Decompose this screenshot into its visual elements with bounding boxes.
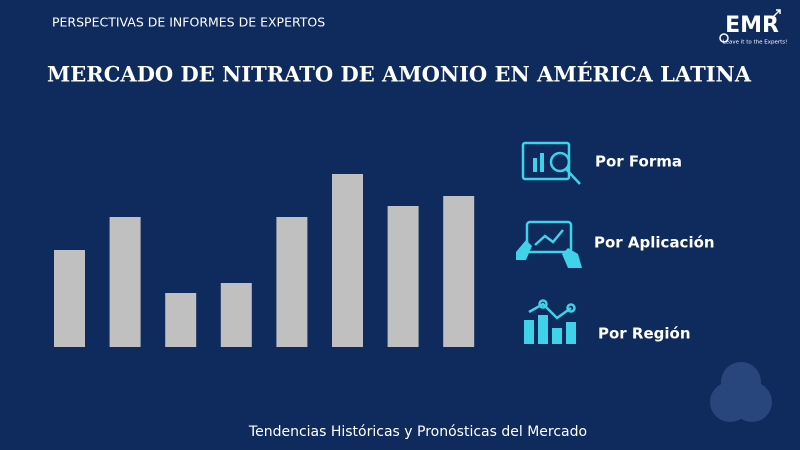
icon-region bbox=[524, 299, 576, 344]
bar bbox=[220, 283, 252, 347]
icon-aplicacion bbox=[516, 220, 582, 268]
kicker: PERSPECTIVAS DE INFORMES DE EXPERTOS bbox=[52, 15, 325, 30]
bar bbox=[276, 217, 308, 347]
segment-label: Por Región bbox=[598, 325, 691, 343]
bar bbox=[54, 250, 85, 347]
segment-label: Por Aplicación bbox=[594, 234, 715, 252]
icon-forma bbox=[521, 141, 581, 185]
bar bbox=[109, 217, 141, 347]
decoration bbox=[710, 362, 772, 422]
logo-tagline: Leave it to the Experts! bbox=[723, 40, 788, 46]
bar bbox=[332, 174, 363, 347]
bar bbox=[387, 206, 419, 347]
logo-text: EMR bbox=[725, 13, 779, 38]
bar bbox=[443, 196, 475, 347]
logo-arrow bbox=[771, 9, 781, 19]
logo: EMR Leave it to the Experts! bbox=[719, 9, 788, 46]
title: MERCADO DE NITRATO DE AMONIO EN AMÉRICA … bbox=[47, 62, 752, 87]
bar bbox=[165, 293, 197, 347]
bar-chart bbox=[54, 174, 475, 347]
footer: Tendencias Históricas y Pronósticas del … bbox=[248, 424, 587, 440]
logo-mark bbox=[719, 33, 729, 43]
segment-label: Por Forma bbox=[595, 153, 682, 171]
